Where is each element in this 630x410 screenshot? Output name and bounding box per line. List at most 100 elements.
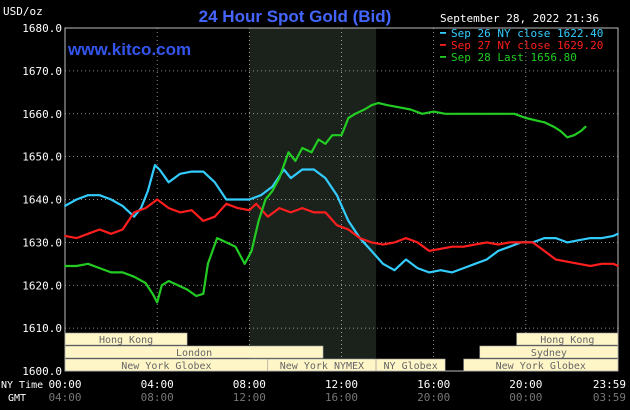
series-point-0: [248, 198, 251, 201]
series-point-1: [289, 211, 292, 214]
series-point-1: [359, 237, 361, 240]
series-point-1: [508, 241, 511, 244]
y-tick-label: 1620.0: [22, 279, 62, 292]
legend-entry: Sep 26 NY close 1622.40: [451, 27, 603, 40]
series-point-2: [234, 245, 237, 248]
series-point-0: [554, 237, 557, 240]
session-bar: [64, 345, 324, 359]
series-point-1: [451, 245, 453, 248]
series-point-0: [64, 205, 66, 207]
series-point-0: [121, 205, 124, 207]
series-point-1: [144, 207, 147, 210]
series-point-0: [508, 245, 511, 248]
series-point-2: [110, 271, 112, 274]
series-point-2: [377, 102, 380, 104]
x-tick-label-gmt: 04:00: [48, 391, 81, 404]
series-point-0: [428, 271, 430, 274]
series-point-0: [271, 185, 274, 188]
date-label: September 28, 2022 21:36: [440, 12, 599, 25]
series-point-0: [289, 177, 292, 180]
series-point-1: [589, 265, 592, 267]
series-point-1: [278, 207, 281, 210]
series-point-2: [432, 110, 435, 113]
session-bar: [516, 332, 619, 346]
series-point-0: [301, 168, 304, 171]
series-point-0: [202, 170, 205, 173]
series-point-0: [154, 164, 156, 167]
series-point-1: [190, 209, 193, 212]
series-point-2: [144, 282, 147, 284]
series-point-2: [177, 284, 179, 287]
series-point-1: [179, 211, 182, 214]
series-point-1: [474, 243, 476, 246]
series-point-1: [543, 250, 546, 252]
series-point-2: [301, 147, 304, 149]
series-point-2: [317, 138, 320, 141]
y-tick-label: 1680.0: [22, 22, 62, 35]
series-point-2: [278, 177, 281, 180]
series-point-1: [462, 245, 465, 248]
series-point-2: [543, 121, 546, 124]
session-label: New York Globex: [121, 361, 211, 372]
session-label: Sydney: [531, 348, 567, 359]
y-tick-label: 1650.0: [22, 151, 62, 164]
session-bar: [479, 345, 619, 359]
series-point-2: [584, 125, 587, 128]
series-point-1: [213, 215, 216, 218]
series-point-2: [167, 280, 170, 282]
series-point-2: [455, 112, 458, 115]
series-point-0: [393, 269, 396, 272]
series-point-2: [421, 112, 423, 115]
series-point-0: [147, 190, 149, 192]
series-point-0: [601, 237, 603, 240]
series-point-1: [301, 207, 304, 210]
x-tick-label-gmt: 20:00: [417, 391, 450, 404]
series-point-2: [156, 301, 159, 304]
series-point-1: [601, 262, 603, 265]
series-point-1: [520, 241, 523, 244]
series-point-0: [75, 198, 78, 201]
series-point-2: [370, 104, 373, 107]
series-point-2: [133, 275, 136, 278]
x-tick-label-gmt: 03:59: [593, 391, 626, 404]
series-point-1: [133, 211, 136, 214]
series-point-2: [87, 262, 89, 265]
series-point-2: [559, 130, 562, 132]
series-point-0: [213, 181, 216, 184]
series-point-2: [524, 117, 527, 119]
series-point-0: [313, 168, 315, 171]
series-point-0: [566, 241, 569, 244]
series-point-0: [260, 194, 262, 197]
series-point-0: [416, 267, 419, 269]
series-point-2: [264, 198, 267, 201]
series-point-1: [266, 215, 269, 218]
series-point-2: [64, 265, 66, 267]
series-point-2: [573, 134, 576, 137]
series-point-0: [474, 262, 476, 265]
session-label: NY Globex: [384, 361, 438, 372]
series-point-2: [444, 112, 447, 115]
series-point-1: [497, 243, 500, 246]
x-tick-label-ny: 04:00: [141, 378, 174, 391]
series-point-2: [151, 292, 154, 295]
series-point-2: [207, 262, 209, 265]
legend-swatch: [440, 32, 446, 34]
series-point-1: [416, 241, 419, 244]
watermark: www.kitco.com: [67, 40, 191, 59]
series-point-2: [386, 104, 389, 107]
series-point-2: [398, 106, 400, 109]
x-tick-label-gmt: 08:00: [141, 391, 174, 404]
series-point-0: [133, 215, 136, 218]
series-point-2: [409, 108, 412, 111]
series-point-1: [382, 243, 384, 246]
ny-time-label: NY Time: [1, 380, 43, 391]
series-point-2: [250, 250, 253, 252]
series-point-2: [363, 108, 366, 111]
series-point-1: [202, 220, 205, 222]
legend-swatch: [440, 56, 446, 58]
series-point-1: [75, 237, 78, 240]
session-bar: [64, 332, 188, 346]
series-point-1: [121, 228, 124, 231]
